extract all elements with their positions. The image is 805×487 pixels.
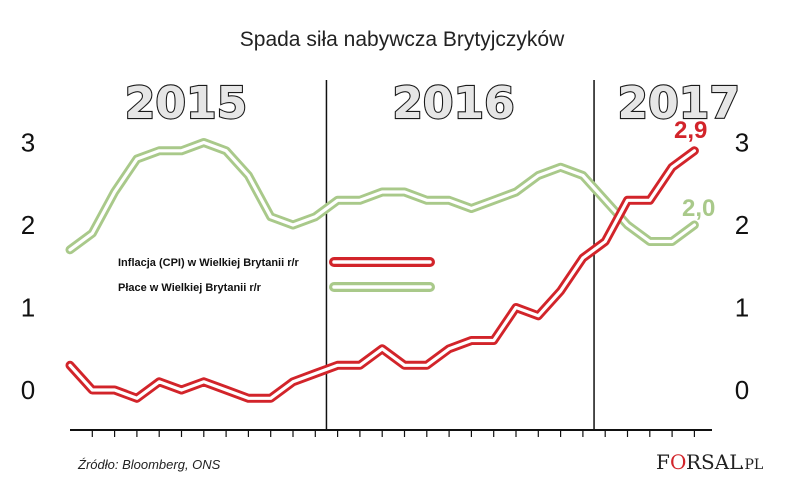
x-axis-ticks <box>91 430 696 437</box>
brand-f: F <box>656 450 670 474</box>
wages-series-line <box>65 138 699 255</box>
year-dividers <box>325 80 595 430</box>
series-inner <box>68 149 697 400</box>
series-inner <box>68 140 697 252</box>
legend-item-0: Inflacja (CPI) w Wielkiej Brytanii r/r <box>118 257 435 269</box>
y-tick-right-1: 1 <box>735 293 749 323</box>
brand-o: O <box>670 450 686 474</box>
y-tick-left-1: 1 <box>21 293 35 323</box>
year-label-2015: 2015 <box>125 78 247 129</box>
chart-title: Spada siła nabywcza Brytyjczyków <box>240 28 565 51</box>
source-note: Źródło: Bloomberg, ONS <box>77 457 221 472</box>
y-tick-left-2: 2 <box>21 210 35 240</box>
y-tick-right-2: 2 <box>735 210 749 240</box>
y-axis-right-ticks: 0 1 2 3 <box>735 128 749 406</box>
brand-rest: RSAL <box>686 450 742 474</box>
cpi-end-label: 2,9 <box>674 117 707 144</box>
cpi-series-line <box>65 146 699 403</box>
y-tick-right-3: 3 <box>735 128 749 158</box>
wages-end-label: 2,0 <box>682 195 715 222</box>
y-tick-right-0: 0 <box>735 375 749 405</box>
legend-label-1: Płace w Wielkiej Brytanii r/r <box>118 282 262 294</box>
year-label-2016: 2016 <box>392 78 514 129</box>
year-labels: 2015 2016 2017 <box>124 77 741 130</box>
legend-item-1: Płace w Wielkiej Brytanii r/r <box>118 282 435 294</box>
y-tick-left-0: 0 <box>21 375 35 405</box>
year-label-2017: 2017 <box>618 78 740 129</box>
brand-logo: F O RSAL .PL <box>656 450 763 474</box>
y-axis-left-ticks: 0 1 2 3 <box>21 128 35 406</box>
legend-label-0: Inflacja (CPI) w Wielkiej Brytanii r/r <box>118 257 300 269</box>
series-layer <box>65 138 699 403</box>
y-tick-left-3: 3 <box>21 128 35 158</box>
brand-suffix: .PL <box>740 457 763 473</box>
legend: Inflacja (CPI) w Wielkiej Brytanii r/r Pł… <box>118 257 435 294</box>
